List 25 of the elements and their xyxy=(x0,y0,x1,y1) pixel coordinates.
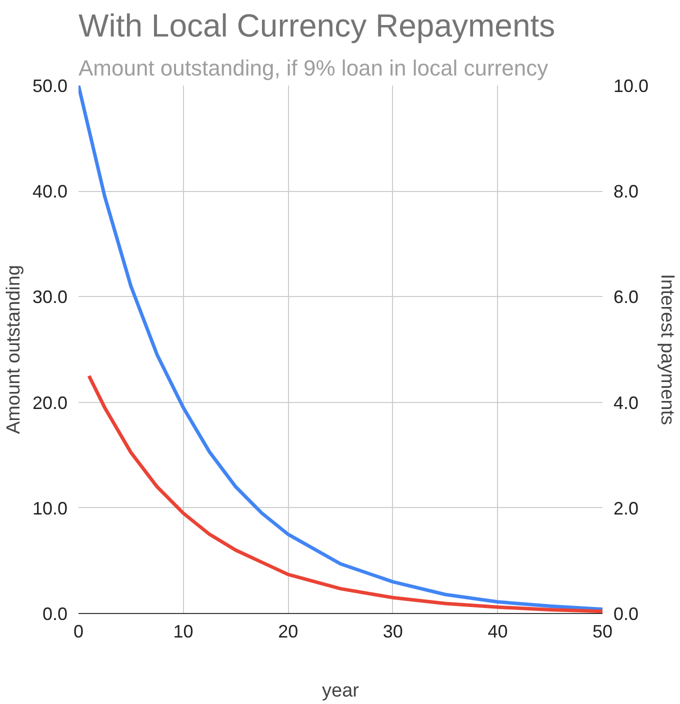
line-series xyxy=(78,86,602,612)
y2-tick-label: 4.0 xyxy=(614,392,639,413)
y2-axis-title: Interest payments xyxy=(656,274,678,426)
y2-tick-label: 8.0 xyxy=(614,182,639,202)
chart-subtitle: Amount outstanding, if 9% loan in local currency xyxy=(78,56,548,80)
y2-tick-label: 0.0 xyxy=(614,604,639,624)
y-axis-title: Amount outstanding xyxy=(3,264,24,434)
x-tick-label: 20 xyxy=(278,622,298,642)
y-tick-label: 40.0 xyxy=(32,182,68,202)
y-tick-label: 20.0 xyxy=(32,392,68,413)
x-axis-title: year xyxy=(322,680,360,702)
y2-tick-label: 10.0 xyxy=(614,76,649,96)
y-tick-label: 0.0 xyxy=(42,604,68,624)
y2-tick-label: 2.0 xyxy=(614,498,639,518)
line-series xyxy=(87,374,602,614)
y-tick-label: 30.0 xyxy=(32,287,68,308)
y-tick-label: 10.0 xyxy=(32,498,68,518)
chart-title: With Local Currency Repayments xyxy=(78,8,556,44)
y2-tick-label: 6.0 xyxy=(614,287,639,308)
x-tick-label: 0 xyxy=(73,622,84,642)
y-tick-label: 50.0 xyxy=(32,76,68,96)
x-tick-label: 40 xyxy=(488,622,508,642)
x-tick-label: 30 xyxy=(382,622,403,642)
x-tick-label: 10 xyxy=(173,622,194,642)
x-tick-label: 50 xyxy=(592,622,613,642)
